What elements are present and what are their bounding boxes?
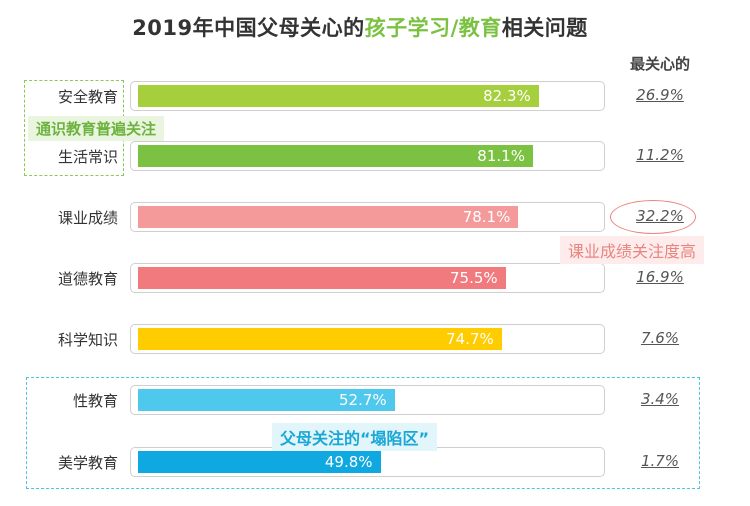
category-label: 科学知识 <box>57 331 118 349</box>
bar: 78.1% <box>138 206 519 228</box>
most-concerned-value: 16.9% <box>636 268 684 286</box>
category-label: 性教育 <box>72 392 118 410</box>
most-concerned-value: 7.6% <box>640 329 680 347</box>
most-concerned-value: 3.4% <box>640 390 680 408</box>
neglected-area-group-box <box>26 377 700 489</box>
category-label: 美学教育 <box>57 454 118 472</box>
bar-value-label: 49.8% <box>324 453 373 471</box>
most-concerned-value: 11.2% <box>636 146 684 164</box>
bar-value-label: 52.7% <box>338 391 387 409</box>
title-part-1: 2019年中国父母关心的 <box>132 16 365 40</box>
highlight-circle <box>610 200 696 234</box>
bar: 82.3% <box>138 85 539 107</box>
bar: 49.8% <box>138 451 381 473</box>
category-label: 道德教育 <box>57 270 118 288</box>
bar-value-label: 82.3% <box>483 87 531 105</box>
title-highlight: 孩子学习/教育 <box>364 16 502 40</box>
bar: 75.5% <box>138 267 506 289</box>
category-label: 安全教育 <box>57 88 118 106</box>
bar-value-label: 74.7% <box>446 330 494 348</box>
bar: 81.1% <box>138 145 533 167</box>
most-concerned-header: 最关心的 <box>629 55 690 73</box>
general-education-annotation: 通识教育普遍关注 <box>28 116 165 141</box>
bar-value-label: 78.1% <box>462 208 511 226</box>
category-label: 生活常识 <box>57 148 118 166</box>
bar: 74.7% <box>138 328 502 350</box>
most-concerned-value: 1.7% <box>640 452 680 470</box>
most-concerned-value: 26.9% <box>636 86 684 104</box>
bar-value-label: 81.1% <box>477 147 525 165</box>
chart-title: 2019年中国父母关心的孩子学习/教育相关问题 <box>0 12 720 42</box>
grades-annotation: 课业成绩关注度高 <box>560 236 705 264</box>
title-part-3: 相关问题 <box>501 16 588 40</box>
category-label: 课业成绩 <box>57 209 118 227</box>
neglected-area-annotation: 父母关注的“塌陷区” <box>272 423 438 451</box>
bar-value-label: 75.5% <box>450 269 498 287</box>
bar: 52.7% <box>138 389 395 411</box>
